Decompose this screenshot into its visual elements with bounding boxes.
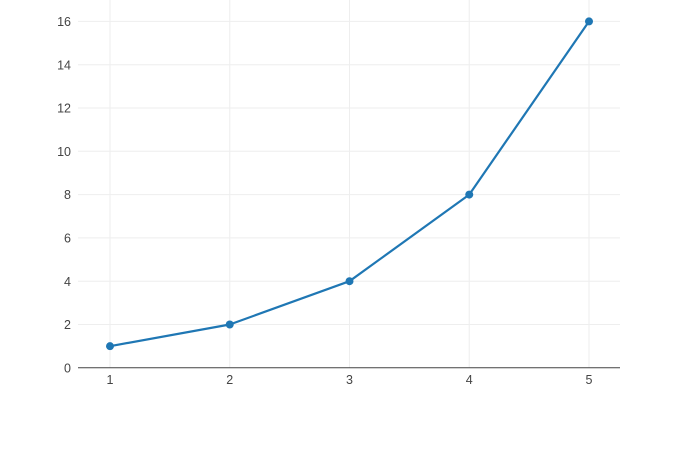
svg-text:8: 8: [64, 188, 71, 202]
svg-text:5: 5: [586, 373, 593, 387]
svg-text:3: 3: [346, 373, 353, 387]
svg-text:6: 6: [64, 232, 71, 246]
svg-text:1: 1: [107, 373, 114, 387]
svg-text:0: 0: [64, 361, 71, 375]
svg-text:10: 10: [57, 145, 71, 159]
svg-text:14: 14: [57, 58, 71, 72]
svg-text:4: 4: [466, 373, 473, 387]
svg-text:2: 2: [64, 318, 71, 332]
svg-text:2: 2: [226, 373, 233, 387]
svg-text:4: 4: [64, 275, 71, 289]
svg-text:16: 16: [57, 15, 71, 29]
svg-text:12: 12: [57, 102, 71, 116]
